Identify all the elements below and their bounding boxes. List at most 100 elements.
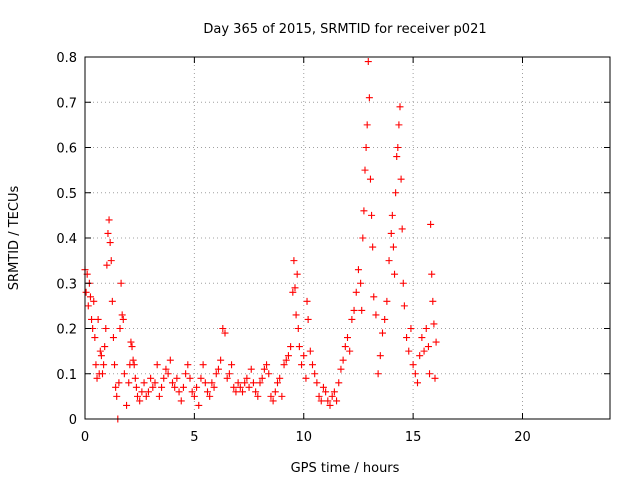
- y-tick-label: 0.7: [56, 96, 77, 111]
- data-point: [107, 257, 115, 265]
- data-point: [290, 257, 298, 265]
- data-point: [112, 383, 120, 391]
- data-point: [149, 383, 157, 391]
- data-point: [123, 401, 131, 409]
- data-point: [234, 379, 242, 387]
- x-tick-label: 0: [81, 430, 89, 445]
- data-point: [333, 397, 341, 405]
- data-point: [271, 388, 279, 396]
- data-point: [385, 257, 393, 265]
- data-point: [166, 356, 174, 364]
- data-point: [387, 229, 395, 237]
- data-point: [130, 361, 138, 369]
- data-point: [263, 361, 271, 369]
- data-point: [379, 329, 386, 337]
- data-point: [291, 284, 299, 292]
- data-point: [282, 356, 290, 364]
- data-point: [223, 374, 231, 382]
- data-point: [120, 370, 128, 378]
- data-point: [422, 325, 430, 332]
- data-point: [188, 388, 196, 396]
- data-point: [201, 379, 209, 387]
- data-point: [388, 211, 396, 219]
- data-point: [394, 144, 402, 151]
- data-point: [430, 320, 438, 328]
- data-point: [322, 388, 330, 396]
- data-point: [221, 329, 229, 337]
- data-points: [81, 58, 440, 423]
- data-point: [245, 383, 253, 391]
- data-point: [102, 325, 110, 332]
- y-tick-label: 0.2: [56, 323, 77, 338]
- data-point: [265, 370, 273, 378]
- data-point: [175, 388, 183, 396]
- data-point: [162, 365, 170, 373]
- data-point: [155, 392, 163, 400]
- y-tick-label: 0.3: [56, 277, 77, 292]
- data-point: [409, 361, 417, 369]
- data-point: [396, 103, 404, 111]
- data-point: [350, 306, 358, 314]
- data-point: [326, 401, 334, 409]
- data-point: [397, 175, 405, 183]
- data-point: [294, 325, 302, 332]
- data-point: [184, 361, 192, 369]
- data-point: [337, 365, 345, 373]
- data-point: [405, 347, 413, 355]
- y-tick-label: 0: [69, 413, 77, 428]
- data-point: [400, 302, 408, 310]
- data-point: [132, 383, 140, 391]
- data-point: [363, 121, 371, 129]
- data-point: [254, 392, 262, 400]
- data-point: [280, 361, 288, 369]
- data-point: [292, 311, 300, 319]
- data-point: [293, 270, 301, 278]
- data-point: [197, 374, 205, 382]
- chart-title: Day 365 of 2015, SRMTID for receiver p02…: [203, 22, 486, 37]
- data-point: [284, 352, 292, 360]
- data-point: [309, 361, 316, 369]
- data-point: [341, 343, 349, 351]
- data-point: [125, 379, 133, 387]
- data-point: [179, 383, 187, 391]
- data-point: [431, 374, 439, 382]
- data-point: [129, 356, 137, 364]
- data-point: [313, 379, 321, 387]
- data-point: [381, 315, 389, 323]
- data-point: [274, 379, 281, 387]
- data-point: [346, 347, 354, 355]
- data-point: [101, 343, 109, 351]
- data-point: [416, 352, 424, 360]
- data-point: [158, 383, 166, 391]
- data-point: [111, 361, 119, 369]
- data-point: [100, 361, 108, 369]
- data-point: [117, 279, 125, 287]
- data-point: [164, 370, 172, 378]
- data-point: [361, 166, 369, 174]
- data-point: [82, 288, 90, 296]
- data-point: [119, 315, 127, 323]
- data-point: [241, 379, 249, 387]
- data-point: [93, 374, 101, 382]
- data-point: [118, 311, 126, 319]
- data-point: [298, 361, 306, 369]
- y-tick-label: 0.4: [56, 232, 77, 247]
- data-point: [317, 397, 325, 405]
- data-point: [88, 315, 96, 323]
- y-tick-label: 0.5: [56, 187, 77, 202]
- data-point: [212, 370, 220, 378]
- data-point: [103, 261, 111, 269]
- data-point: [232, 388, 240, 396]
- x-axis-label: GPS time / hours: [291, 461, 400, 476]
- data-point: [360, 207, 368, 215]
- data-point: [339, 356, 347, 364]
- data-point: [138, 388, 146, 396]
- data-point: [432, 338, 440, 346]
- data-point: [369, 243, 377, 251]
- data-point: [190, 392, 198, 400]
- data-point: [429, 297, 437, 305]
- x-tick-label: 5: [190, 430, 198, 445]
- data-point: [315, 392, 323, 400]
- data-point: [399, 279, 407, 287]
- data-point: [391, 270, 399, 278]
